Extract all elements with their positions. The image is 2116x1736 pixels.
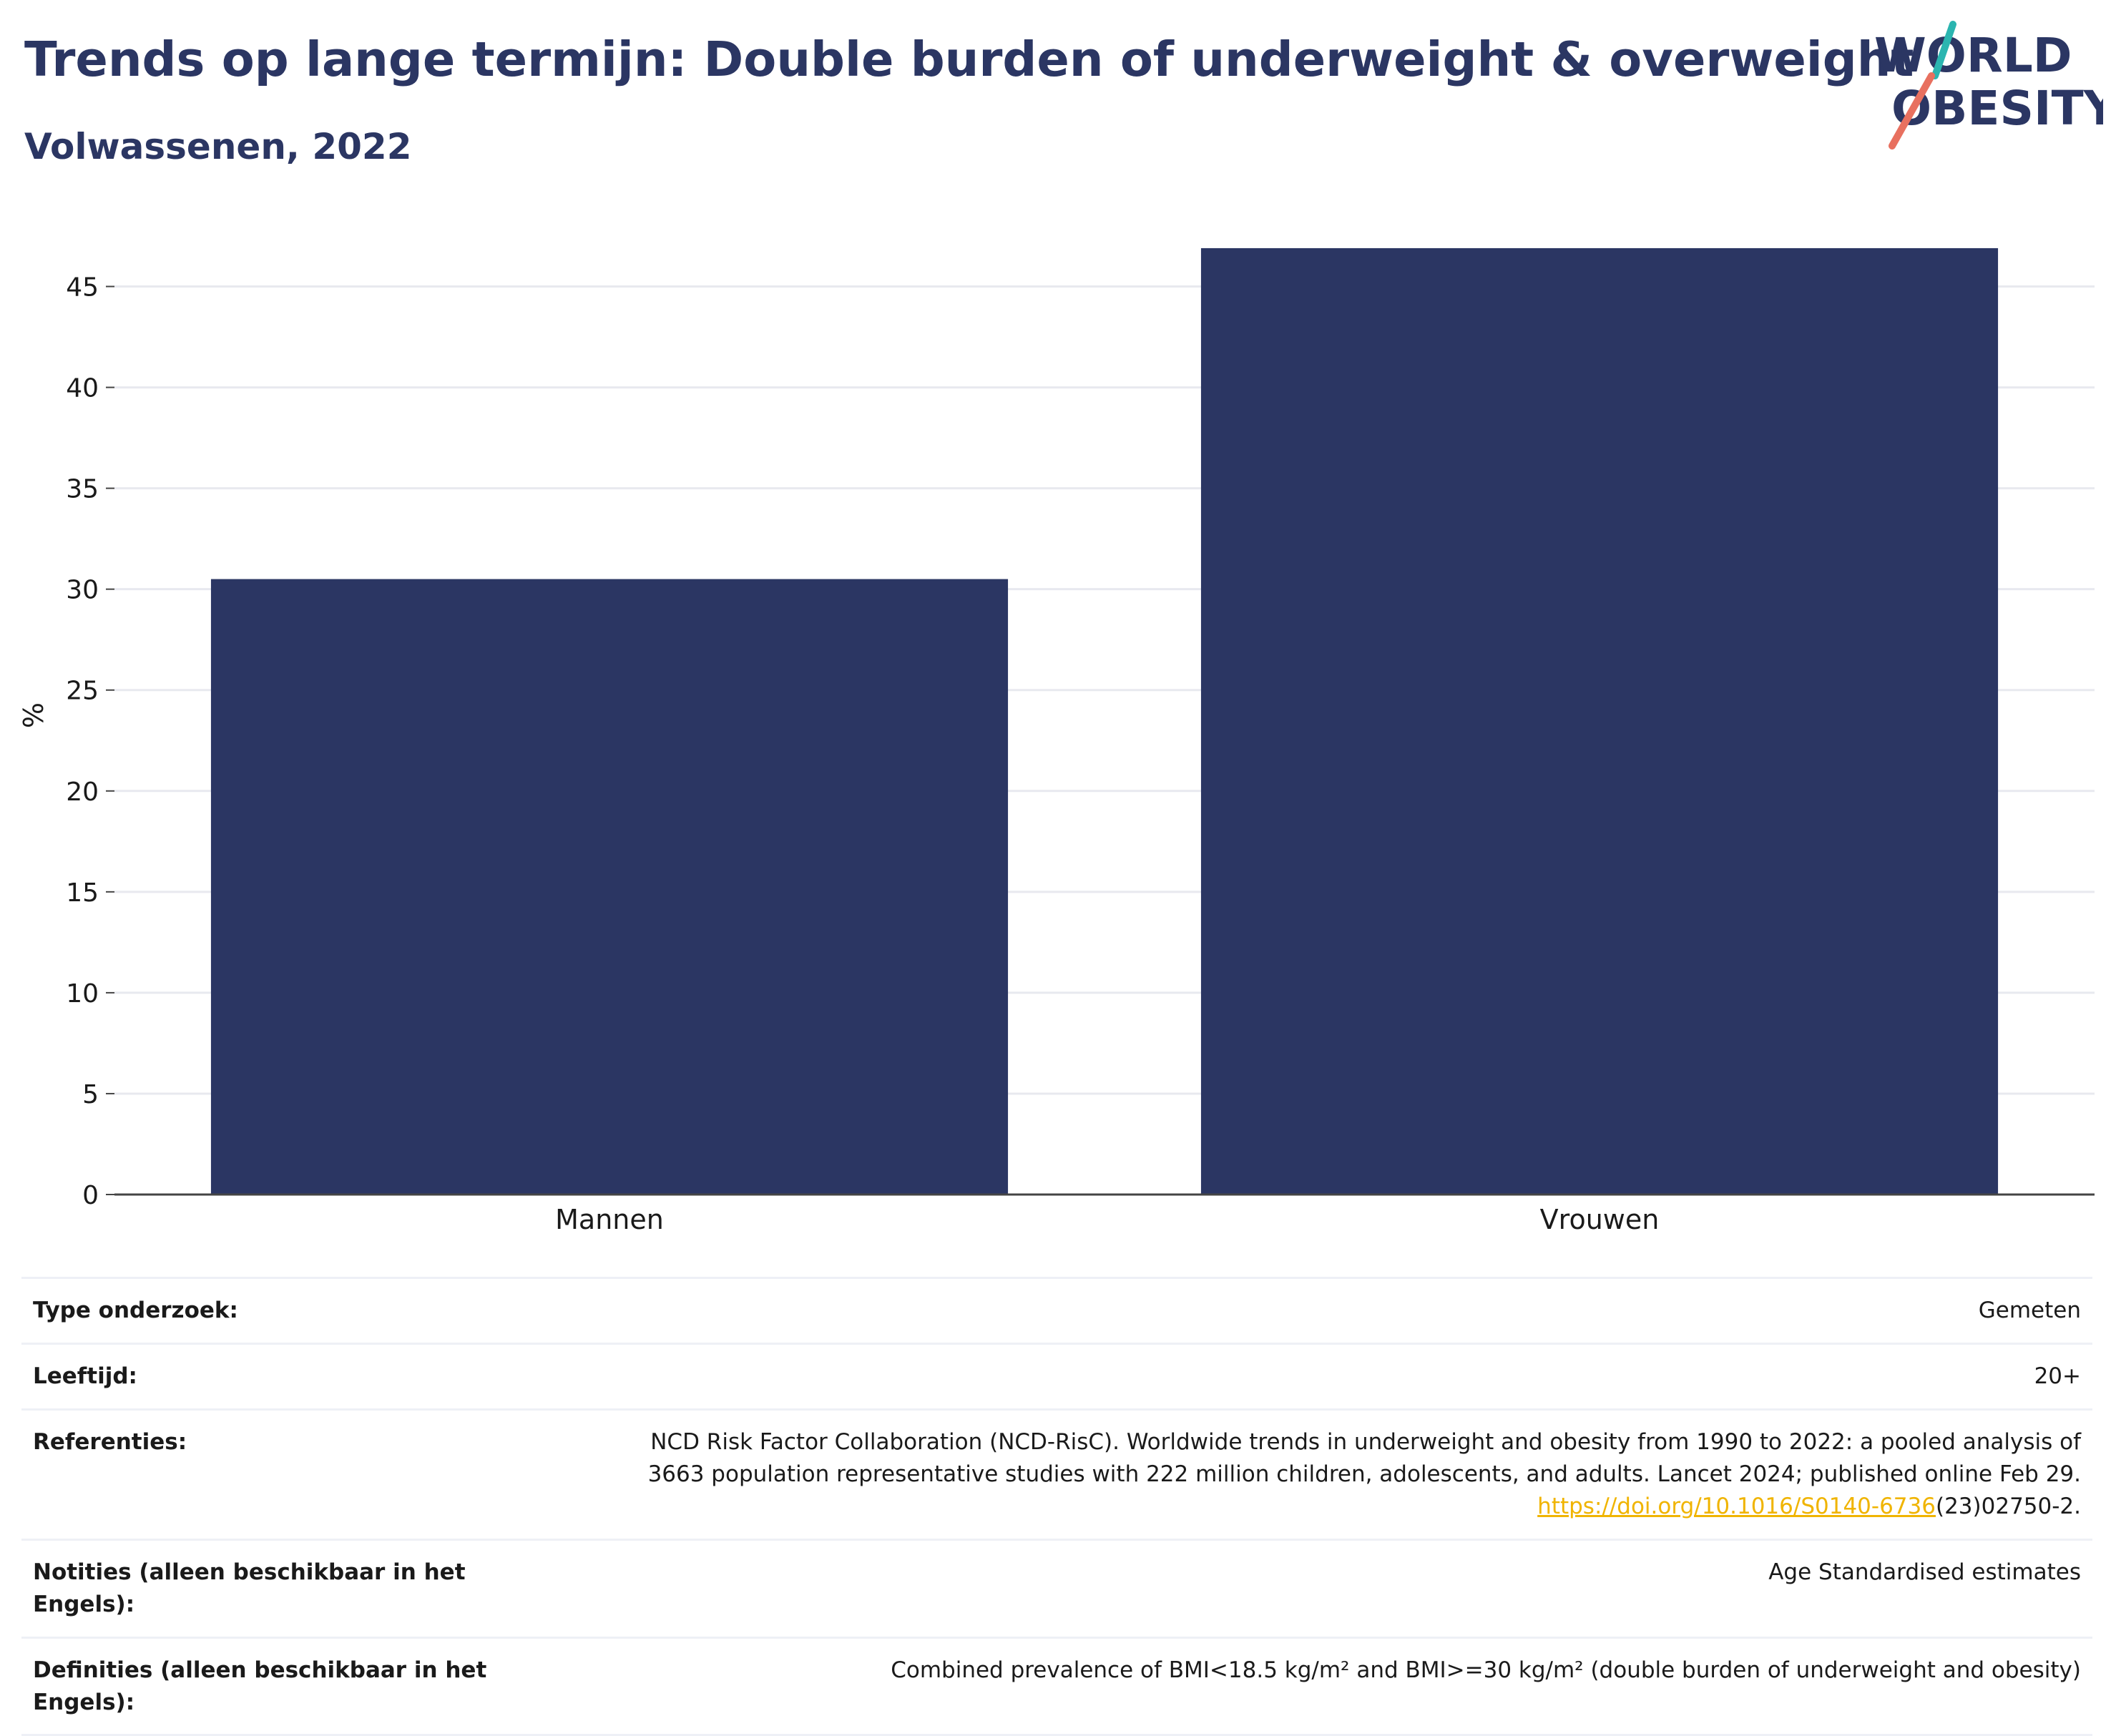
meta-value: 20+ [502,1342,2092,1410]
chart-title: Trends op lange termijn: Double burden o… [24,31,1914,87]
x-tick-label: Vrouwen [1540,1204,1660,1235]
meta-row-references: Referenties: NCD Risk Factor Collaborati… [21,1408,2092,1540]
meta-key: Referenties: [21,1408,502,1540]
y-tick-label: 15 [66,878,99,908]
world-obesity-logo: WORLD OBESITY [1874,21,2103,149]
meta-row-definitions: Definities (alleen beschikbaar in het En… [21,1636,2092,1736]
meta-row-survey-type: Type onderzoek: Gemeten [21,1277,2092,1344]
meta-key: Leeftijd: [21,1342,502,1410]
y-axis-label: % [18,702,49,728]
y-tick-label: 0 [82,1181,99,1210]
meta-key: Notities (alleen beschikbaar in het Enge… [21,1538,502,1638]
y-tick-label: 40 [66,374,99,403]
reference-text-line1: NCD Risk Factor Collaboration (NCD-RisC)… [650,1428,2081,1455]
logo-slash-teal [1931,21,1956,79]
axes: 0 5 10 15 20 25 30 35 40 45 Mannen Vrouwen [66,273,2095,1235]
bar [1200,247,1999,1195]
meta-row-notes: Notities (alleen beschikbaar in het Enge… [21,1538,2092,1638]
y-tick-label: 20 [66,778,99,807]
y-tick-label: 45 [66,273,99,303]
y-tick-label: 30 [66,576,99,605]
meta-value: NCD Risk Factor Collaboration (NCD-RisC)… [502,1408,2092,1540]
logo-word-world: WORLD [1874,28,2072,83]
reference-doi-suffix: (23)02750-2. [1935,1493,2081,1519]
reference-doi-link[interactable]: https://doi.org/10.1016/S0140-6736 [1537,1493,1936,1519]
logo-slash-coral [1889,72,1935,149]
reference-text-line2: 3663 population representative studies w… [647,1461,2081,1487]
meta-value: Gemeten [502,1277,2092,1344]
meta-key: Definities (alleen beschikbaar in het En… [21,1636,502,1736]
metadata-table: Type onderzoek: Gemeten Leeftijd: 20+ Re… [21,1277,2092,1736]
bars [210,247,1999,1195]
y-tick-label: 10 [66,979,99,1009]
meta-row-age: Leeftijd: 20+ [21,1342,2092,1410]
meta-key: Type onderzoek: [21,1277,502,1344]
y-tick-label: 5 [82,1080,99,1109]
bar [210,579,1009,1195]
y-tick-label: 35 [66,475,99,504]
meta-value: Age Standardised estimates [502,1538,2092,1638]
x-tick-label: Mannen [555,1204,664,1235]
y-tick-label: 25 [66,677,99,706]
chart-subtitle: Volwassenen, 2022 [24,126,412,167]
meta-value: Combined prevalence of BMI<18.5 kg/m² an… [502,1636,2092,1736]
bar-chart: 0 5 10 15 20 25 30 35 40 45 Mannen Vrouwen % [18,247,2095,1235]
